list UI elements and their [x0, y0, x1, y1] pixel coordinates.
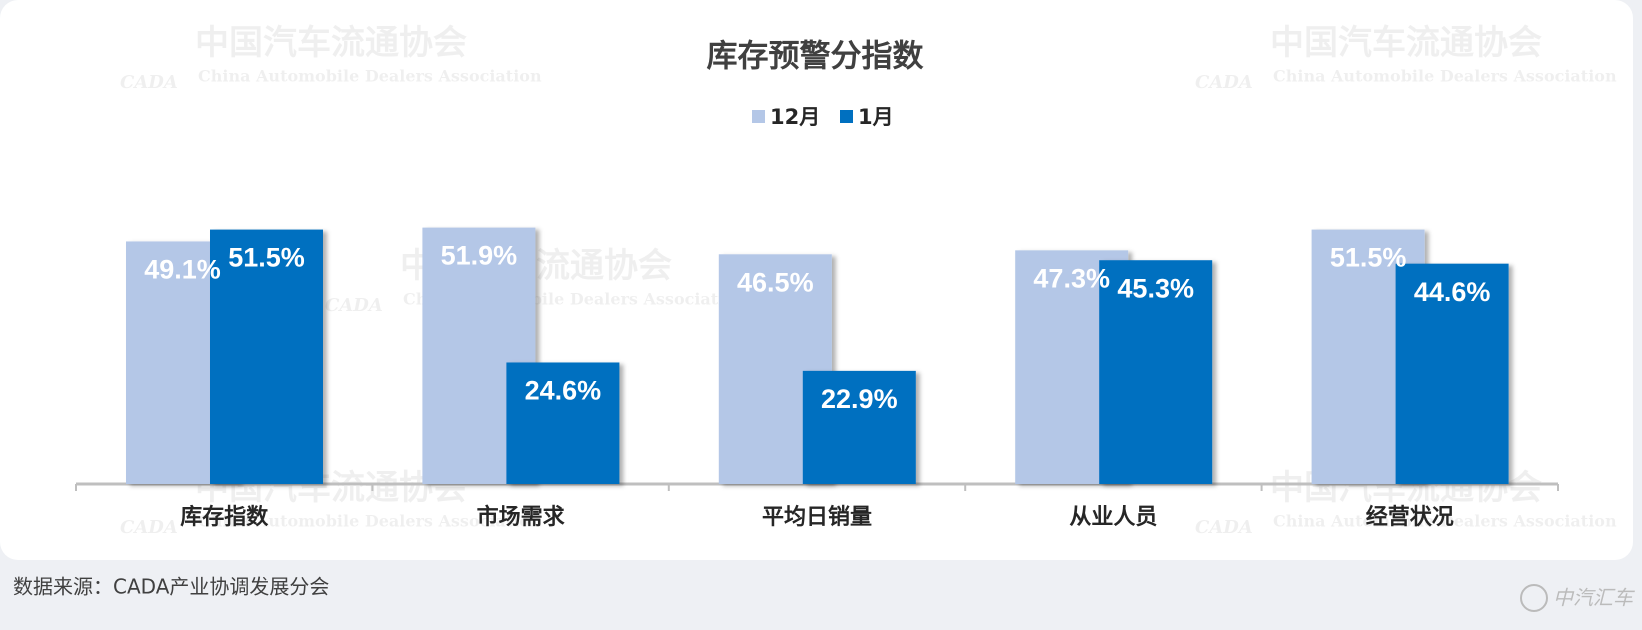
legend-label: 12月 [770, 105, 820, 129]
legend-item: 1月 [840, 105, 894, 129]
value-label: 44.6% [1414, 277, 1491, 307]
value-label: 24.6% [525, 376, 602, 406]
bar [1099, 260, 1213, 484]
value-label: 46.5% [737, 267, 814, 297]
x-tick-label: 从业人员 [1069, 505, 1157, 530]
logo-icon [1520, 584, 1548, 612]
plot: 12月 1月 49.1% 51.9% 46.5% 47.3% 51.5% 51.5% 24.6%… [75, 105, 1559, 530]
watermark-abbr: CADA [325, 295, 383, 316]
value-label: 45.3% [1117, 273, 1194, 303]
watermark-english: China Automobile Dealers Association [1273, 67, 1617, 86]
watermark-abbr: CADA [1195, 517, 1253, 538]
x-tick-label: 经营状况 [1366, 504, 1454, 530]
value-label: 51.5% [228, 243, 305, 273]
watermark-abbr: CADA [120, 517, 178, 538]
watermark-english: China Automobile Dealers Association [198, 512, 542, 531]
bar [1395, 263, 1509, 484]
value-label: 49.1% [144, 255, 221, 285]
logo-text: 中汽汇车 [1553, 586, 1635, 610]
watermark-abbr: CADA [1195, 72, 1253, 93]
value-label: 47.3% [1033, 263, 1110, 293]
chart-title: 库存预警分指数 [707, 39, 924, 75]
value-label: 51.9% [441, 241, 518, 271]
bar [802, 370, 916, 484]
watermark-english: China Automobile Dealers Association [1273, 512, 1617, 531]
watermark-name: 中国汽车流通协会 [1270, 23, 1542, 63]
watermark-name: 中国汽车流通协会 [195, 23, 467, 63]
legend-item: 12月 [752, 105, 820, 129]
bar [506, 362, 620, 484]
x-tick-label: 库存指数 [180, 504, 269, 530]
x-tick-label: 平均日销量 [762, 504, 872, 530]
value-label: 22.9% [821, 384, 898, 414]
watermark-english: China Automobile Dealers Association [198, 67, 542, 86]
legend-swatch [752, 110, 765, 123]
source: 数据来源：CADA产业协调发展分会 [13, 575, 329, 599]
watermark-abbr: CADA [120, 72, 178, 93]
x-tick-label: 市场需求 [477, 504, 565, 530]
value-label: 51.5% [1330, 243, 1407, 273]
legend-label: 1月 [858, 105, 894, 129]
bar [210, 229, 323, 484]
legend-swatch [840, 110, 853, 123]
